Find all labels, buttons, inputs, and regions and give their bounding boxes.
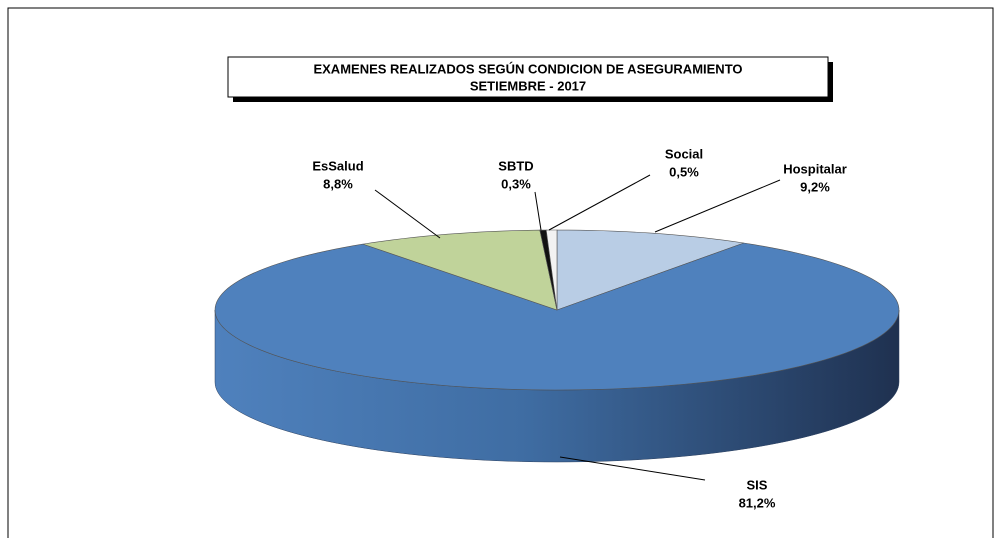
slice <box>362 229 558 311</box>
leader-line <box>374 189 441 239</box>
chart-subtitle: SETIEMBRE - 2017 <box>470 78 586 93</box>
slice-label: SBTD <box>498 158 533 173</box>
slice <box>214 242 900 391</box>
slice-label: EsSalud <box>312 158 363 173</box>
leader-line <box>654 179 781 233</box>
leader-line <box>559 456 706 481</box>
slice-value-label: 0,3% <box>501 176 531 191</box>
leader-line <box>548 174 651 231</box>
slice-label: SIS <box>747 477 768 492</box>
chart-title: EXAMENES REALIZADOS SEGÚN CONDICION DE A… <box>313 61 742 76</box>
leader-line <box>534 191 542 231</box>
slice-value-label: 9,2% <box>800 179 830 194</box>
title-box <box>227 56 829 98</box>
slice-label: Hospitalar <box>783 161 847 176</box>
frame <box>7 7 994 538</box>
slice <box>556 229 744 311</box>
slice-value-label: 81,2% <box>739 495 776 510</box>
slice-value-label: 0,5% <box>669 164 699 179</box>
slice <box>545 229 558 311</box>
slice-value-label: 8,8% <box>323 176 353 191</box>
slice-label: Social <box>665 146 703 161</box>
